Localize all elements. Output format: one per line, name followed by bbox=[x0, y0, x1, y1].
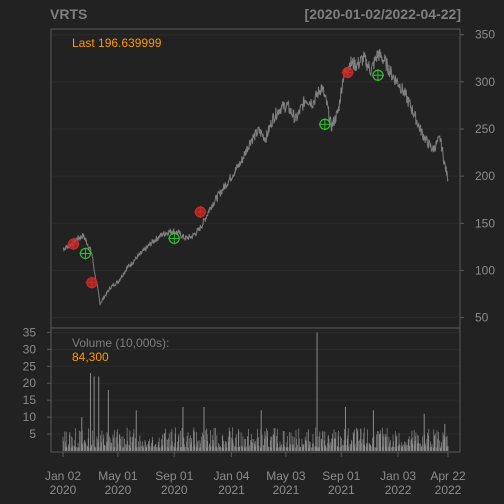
price-tick-label: 300 bbox=[475, 75, 495, 89]
price-tick-label: 150 bbox=[475, 216, 495, 230]
price-grid bbox=[52, 34, 459, 319]
x-tick-label: Jan 02 bbox=[45, 469, 81, 483]
last-price-label: Last 196.639999 bbox=[72, 36, 162, 50]
x-tick-label: Jan 03 bbox=[380, 469, 416, 483]
x-tick-label: May 03 bbox=[266, 469, 306, 483]
x-tick-label: Sep 01 bbox=[155, 469, 193, 483]
volume-tick-label: 20 bbox=[23, 376, 37, 390]
volume-tick-label: 35 bbox=[23, 325, 37, 339]
volume-tick-label: 30 bbox=[23, 342, 37, 356]
x-tick-label: Sep 01 bbox=[322, 469, 360, 483]
date-range: [2020-01-02/2022-04-22] bbox=[305, 6, 461, 22]
trade-markers bbox=[67, 66, 384, 289]
x-tick-year: 2020 bbox=[50, 483, 77, 497]
buy-marker bbox=[168, 232, 181, 245]
volume-y-axis: 5 10 15 20 25 30 35 bbox=[23, 325, 51, 441]
volume-bars bbox=[62, 332, 449, 451]
sell-marker bbox=[341, 66, 354, 79]
sell-marker bbox=[194, 205, 207, 218]
chart-title: VRTS bbox=[50, 6, 87, 22]
buy-marker bbox=[79, 247, 92, 260]
price-y-axis: 50 100 150 200 250 300 350 bbox=[460, 28, 495, 325]
x-tick-label: Jan 04 bbox=[213, 469, 249, 483]
volume-panel-frame bbox=[50, 327, 461, 453]
price-line bbox=[62, 48, 449, 306]
x-tick-label: Apr 22 bbox=[430, 469, 466, 483]
sell-marker bbox=[85, 276, 98, 289]
x-tick-year: 2020 bbox=[161, 483, 188, 497]
volume-tick-label: 10 bbox=[23, 410, 37, 424]
volume-grid bbox=[52, 331, 459, 435]
volume-label: Volume (10,000s): bbox=[72, 336, 169, 350]
x-tick-year: 2022 bbox=[435, 483, 462, 497]
volume-tick-label: 15 bbox=[23, 393, 37, 407]
x-tick-year: 2021 bbox=[328, 483, 355, 497]
x-tick-year: 2020 bbox=[105, 483, 132, 497]
price-tick-label: 200 bbox=[475, 169, 495, 183]
x-tick-year: 2021 bbox=[273, 483, 300, 497]
x-tick-label: May 01 bbox=[98, 469, 138, 483]
volume-tick-label: 25 bbox=[23, 359, 37, 373]
volume-tick-label: 5 bbox=[29, 427, 36, 441]
price-tick-label: 250 bbox=[475, 122, 495, 136]
buy-marker bbox=[371, 69, 384, 82]
price-tick-label: 50 bbox=[475, 311, 489, 325]
x-tick-year: 2021 bbox=[218, 483, 245, 497]
sell-marker bbox=[67, 238, 80, 251]
buy-marker bbox=[318, 118, 331, 131]
price-panel-frame bbox=[50, 28, 461, 329]
x-tick-year: 2022 bbox=[385, 483, 412, 497]
price-tick-label: 350 bbox=[475, 28, 495, 42]
volume-last-value: 84,300 bbox=[72, 350, 109, 364]
price-tick-label: 100 bbox=[475, 263, 495, 277]
